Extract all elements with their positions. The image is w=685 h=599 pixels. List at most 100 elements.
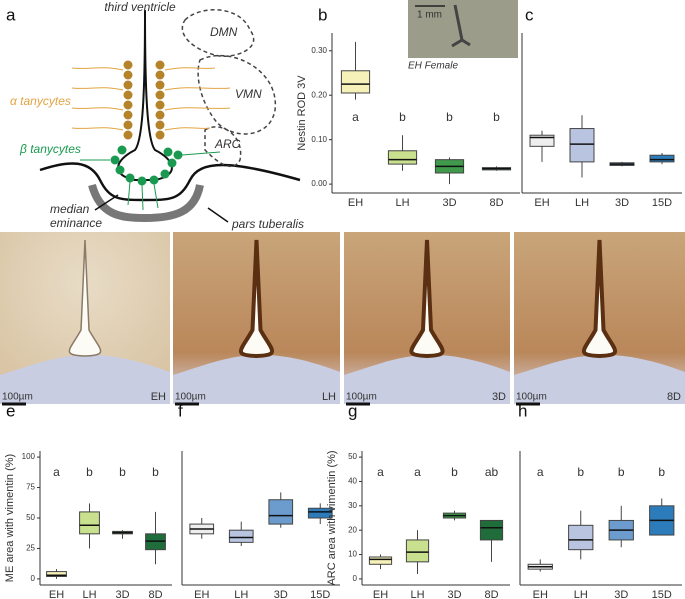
y-tick-label: 40 — [348, 477, 357, 486]
x-tick-label: 3D — [274, 589, 288, 599]
label: α tanycytes — [10, 94, 71, 108]
ventricle — [582, 239, 617, 359]
box — [268, 499, 294, 525]
x-tick-label: 3D — [615, 197, 629, 209]
label: DMN — [210, 25, 238, 39]
y-tick-label: 0.20 — [311, 90, 327, 99]
box — [46, 571, 67, 577]
scale-label: 100µm — [2, 392, 33, 403]
x-tick-label: LH — [82, 589, 96, 599]
scale-label: 100µm — [175, 392, 206, 403]
x-tick-label: 3D — [115, 589, 129, 599]
y-tick-label: 0 — [31, 574, 36, 583]
x-tick-label: EH — [533, 589, 548, 599]
ventricle — [239, 239, 274, 359]
box — [405, 539, 430, 563]
micrograph-label: LH — [322, 391, 336, 403]
x-tick-label: EH — [194, 589, 209, 599]
micrograph-band — [514, 354, 685, 404]
x-tick-label: LH — [575, 197, 589, 209]
micrograph-label: EH — [151, 391, 166, 403]
x-tick-label: 8D — [489, 197, 503, 209]
y-tick-label: 25 — [26, 544, 35, 553]
y-axis-label: ME area with vimentin (%) — [4, 454, 16, 582]
micrograph-band — [0, 354, 170, 404]
label: pars tuberalis — [231, 217, 304, 231]
label: β tanycytes — [19, 142, 81, 156]
x-tick-label: LH — [395, 197, 409, 209]
y-tick-label: 50 — [26, 513, 35, 522]
label: median eminance — [50, 202, 102, 230]
x-tick-label: 8D — [484, 589, 498, 599]
x-tick-label: LH — [574, 589, 588, 599]
significance-letter: b — [86, 465, 93, 479]
x-tick-label: LH — [234, 589, 248, 599]
x-tick-label: 3D — [447, 589, 461, 599]
significance-letter: ab — [485, 465, 499, 479]
significance-letter: a — [377, 465, 384, 479]
y-tick-label: 30 — [348, 501, 357, 510]
box — [569, 128, 595, 163]
y-tick-label: 100 — [22, 452, 36, 461]
y-axis-label: ARC area with vimentin (%) — [326, 450, 338, 585]
box — [649, 154, 675, 163]
x-tick-label: EH — [49, 589, 64, 599]
box — [479, 519, 504, 541]
label: ARC — [214, 137, 241, 151]
significance-letter: a — [414, 465, 421, 479]
y-tick-label: 0.30 — [311, 46, 327, 55]
panel-letter: f — [178, 401, 183, 420]
inset-image — [408, 0, 518, 58]
panel-letter: b — [318, 5, 327, 24]
significance-letter: b — [618, 465, 625, 479]
ventricle — [68, 239, 102, 357]
ventricle — [409, 239, 445, 359]
y-tick-label: 75 — [26, 483, 35, 492]
x-tick-label: 15D — [652, 589, 672, 599]
micrograph-band — [344, 354, 510, 404]
label: VMN — [235, 87, 262, 101]
x-tick-label: EH — [534, 197, 549, 209]
significance-letter: b — [451, 465, 458, 479]
significance-letter: b — [446, 110, 453, 124]
inset-scale: 1 mm — [417, 10, 442, 21]
y-tick-label: 20 — [348, 525, 357, 534]
y-tick-label: 0 — [353, 574, 358, 583]
y-axis-label: Nestin ROD 3V — [296, 75, 308, 151]
box — [228, 529, 254, 543]
x-tick-label: 15D — [310, 589, 330, 599]
x-tick-label: 3D — [614, 589, 628, 599]
panel-letter: c — [525, 5, 534, 24]
significance-letter: b — [577, 465, 584, 479]
significance-letter: a — [53, 465, 60, 479]
y-tick-label: 0.10 — [311, 135, 327, 144]
panel-letter: e — [6, 401, 15, 420]
panel-letter: g — [348, 401, 357, 420]
diagram: third ventricle DMN VMN ARC α tanycytes … — [10, 0, 304, 231]
box — [368, 556, 393, 565]
scale-label: 100µm — [516, 392, 547, 403]
y-tick-label: 50 — [348, 452, 357, 461]
box — [307, 507, 333, 519]
box — [79, 511, 100, 535]
label: third ventricle — [104, 0, 176, 14]
y-tick-label: 0.00 — [311, 179, 327, 188]
significance-letter: b — [493, 110, 500, 124]
significance-letter: b — [399, 110, 406, 124]
x-tick-label: 15D — [652, 197, 672, 209]
micrograph-band — [173, 354, 340, 404]
inset-caption: EH Female — [408, 61, 458, 72]
box — [340, 70, 371, 94]
significance-letter: b — [152, 465, 159, 479]
x-tick-label: EH — [373, 589, 388, 599]
panel-letter: a — [6, 5, 16, 24]
significance-letter: b — [119, 465, 126, 479]
y-tick-label: 10 — [348, 550, 357, 559]
box — [387, 150, 418, 165]
significance-letter: b — [658, 465, 665, 479]
x-tick-label: LH — [410, 589, 424, 599]
micrograph-label: 3D — [492, 391, 506, 403]
box — [529, 134, 555, 147]
box — [568, 524, 594, 551]
